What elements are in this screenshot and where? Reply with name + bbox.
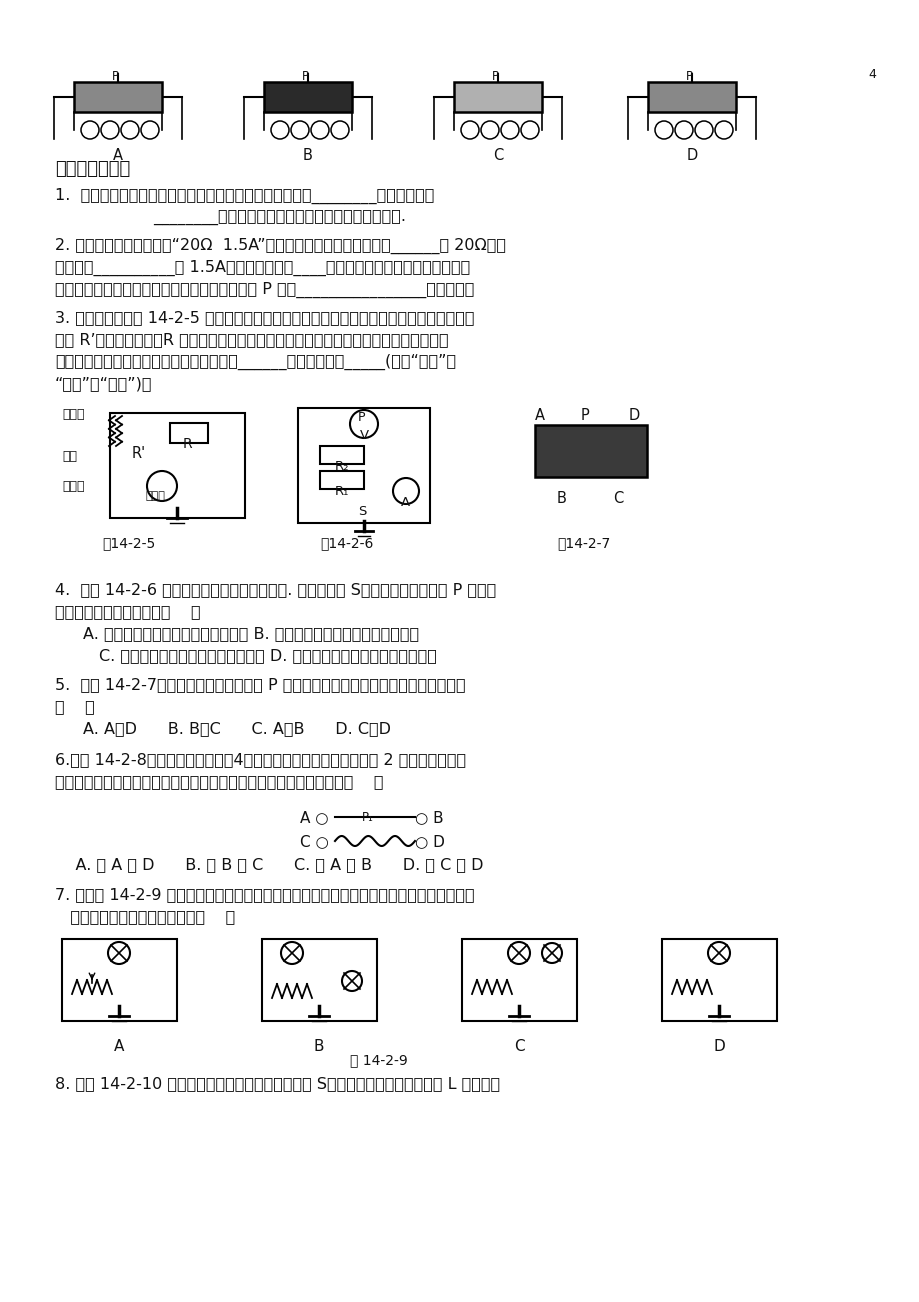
Text: P: P [491, 70, 498, 83]
Bar [320, 471, 364, 490]
Text: A. 电流表示数变大，电压表示数变小 B. 电流表示数变小，电压表示数不变: A. 电流表示数变大，电压表示数变小 B. 电流表示数变小，电压表示数不变 [83, 626, 419, 641]
Text: B: B [302, 148, 312, 163]
Text: 弹簧: 弹簧 [62, 450, 77, 464]
Bar [62, 939, 176, 1021]
Bar [320, 447, 364, 464]
Text: A: A [113, 148, 123, 163]
Text: 图14-2-7: 图14-2-7 [556, 536, 609, 549]
Text: D: D [712, 1039, 724, 1055]
Bar [262, 939, 377, 1021]
Text: B: B [556, 491, 566, 506]
Text: D: D [686, 148, 697, 163]
Text: R₂: R₂ [335, 460, 349, 473]
Text: 4.  如图 14-2-6 所示的电路中，电源电压不变. 当闭合开关 S，滑动变阻器的滑片 P 向右移: 4. 如图 14-2-6 所示的电路中，电源电压不变. 当闭合开关 S，滑动变阻… [55, 582, 495, 598]
Text: C: C [513, 1039, 524, 1055]
Text: 度，又不会造成事故的电路是（    ）: 度，又不会造成事故的电路是（ ） [55, 909, 235, 924]
Text: R': R' [131, 447, 146, 461]
Text: 接法，在这些接法中，不能改变电阻大小并且可能损坏仪器的接法是（    ）: 接法，在这些接法中，不能改变电阻大小并且可能损坏仪器的接法是（ ） [55, 773, 383, 789]
Text: D: D [629, 408, 640, 423]
Text: 压力表: 压力表 [146, 491, 165, 501]
Text: （    ）: （ ） [55, 699, 95, 713]
Text: A. A、D      B. B、C      C. A、B      D. C、D: A. A、D B. B、C C. A、B D. C、D [83, 721, 391, 736]
Bar [535, 424, 646, 477]
Bar [453, 82, 541, 112]
Bar [298, 408, 429, 523]
Text: P: P [357, 411, 365, 424]
Text: P₁: P₁ [361, 811, 373, 824]
Text: 5.  如图 14-2-7，要使滑动变阻器的滑片 P 向右移动时，电阻变大，应选择的接线柱是: 5. 如图 14-2-7，要使滑动变阻器的滑片 P 向右移动时，电阻变大，应选择… [55, 677, 465, 691]
Text: C: C [493, 148, 503, 163]
Text: C: C [612, 491, 622, 506]
Text: 8. 如图 14-2-10 电路中，电源电压恒定。闭合开关 S，调节滑动变阻器使小灯泡 L 正常发光: 8. 如图 14-2-10 电路中，电源电压恒定。闭合开关 S，调节滑动变阻器使… [55, 1075, 500, 1091]
Text: 3. 小明设计了如图 14-2-5 所示的压力测量仪，可以反映弹簧上方金属片受到压力的大小。: 3. 小明设计了如图 14-2-5 所示的压力测量仪，可以反映弹簧上方金属片受到… [55, 310, 474, 326]
Bar [662, 939, 777, 1021]
Text: C ○: C ○ [300, 835, 328, 849]
Text: P: P [111, 70, 119, 83]
Text: P: P [685, 70, 692, 83]
Text: S: S [357, 505, 366, 518]
Text: 6.如图 14-2-8所示，滑动变阻器有4个接线柱，使用时只需接入其中 2 个，因此有几种: 6.如图 14-2-8所示，滑动变阻器有4个接线柱，使用时只需接入其中 2 个，… [55, 753, 466, 767]
Text: 1.  收音机的音量控制旋鈕是一个电位器，它实际上是一个________，它通过改变: 1. 收音机的音量控制旋鈕是一个电位器，它实际上是一个________，它通过改… [55, 187, 434, 204]
Text: 金属片: 金属片 [62, 408, 85, 421]
Text: 五、达标检测：: 五、达标检测： [55, 160, 130, 178]
Text: 图 14-2-9: 图 14-2-9 [349, 1053, 407, 1068]
Text: 图14-2-6: 图14-2-6 [320, 536, 373, 549]
Bar [74, 82, 162, 112]
Text: 图14-2-5: 图14-2-5 [102, 536, 155, 549]
Text: 4: 4 [867, 68, 875, 81]
Text: 当金属片受到的压力增大时，变阻器的阻値______，压力表示数_____(选填“变大”、: 当金属片受到的压力增大时，变阻器的阻値______，压力表示数_____(选填“… [55, 354, 456, 370]
Bar [170, 423, 208, 443]
Text: A. 接 A 和 D      B. 接 B 和 C      C. 接 A 和 B      D. 接 C 和 D: A. 接 A 和 D B. 接 B 和 C C. 接 A 和 B D. 接 C … [55, 857, 483, 872]
Text: 动时，下列判断正确的是（    ）: 动时，下列判断正确的是（ ） [55, 604, 200, 618]
Text: B: B [313, 1039, 323, 1055]
Text: 2. 一个滑动变阻器上标有“20Ω  1.5A”的字样，它表示这个变阻器的______是 20Ω，允: 2. 一个滑动变阻器上标有“20Ω 1.5A”的字样，它表示这个变阻器的____… [55, 238, 505, 254]
Text: ○ B: ○ B [414, 810, 443, 825]
Bar [264, 82, 352, 112]
Text: P: P [581, 408, 589, 423]
Text: C. 电流表示数变小，电压表示数变大 D. 电流表示数变大，电压表示数不变: C. 电流表示数变小，电压表示数变大 D. 电流表示数变大，电压表示数不变 [99, 648, 437, 663]
Text: V: V [359, 428, 369, 441]
Bar [110, 413, 244, 518]
Text: 连入电路的滑动变阻器在电路闭合前，应将滑片 P 放在________________的位置上。: 连入电路的滑动变阻器在电路闭合前，应将滑片 P 放在______________… [55, 283, 474, 298]
Text: R: R [183, 437, 192, 450]
Text: 7. 电路图 14-2-9 中，同种元件规格相同。当开关闭合后，能利用滑动变阻器改变灯泡的亮: 7. 电路图 14-2-9 中，同种元件规格相同。当开关闭合后，能利用滑动变阻器… [55, 887, 474, 902]
Text: P: P [301, 70, 308, 83]
Text: 金属极: 金属极 [62, 480, 85, 493]
Text: A: A [401, 496, 410, 509]
Bar [461, 939, 576, 1021]
Text: ________的大小来改变电流，从而改变了声音的大小.: ________的大小来改变电流，从而改变了声音的大小. [153, 210, 405, 225]
Text: R₁: R₁ [335, 486, 349, 497]
Text: A ○: A ○ [300, 810, 328, 825]
Text: ○ D: ○ D [414, 835, 445, 849]
Text: 其中 R’是滑动变阻器，R 是定值电阻，电源电压恒定不变，压力表实际上是一个电压表。: 其中 R’是滑动变阻器，R 是定值电阻，电源电压恒定不变，压力表实际上是一个电压… [55, 332, 448, 348]
Bar [647, 82, 735, 112]
Text: 许通过的__________是 1.5A。滑动变阻器应____联在需要调节电流大小的电路中，: 许通过的__________是 1.5A。滑动变阻器应____联在需要调节电流大… [55, 260, 470, 276]
Text: A: A [535, 408, 544, 423]
Text: “变小”或“不变”)。: “变小”或“不变”)。 [55, 376, 153, 391]
Text: A: A [114, 1039, 124, 1055]
